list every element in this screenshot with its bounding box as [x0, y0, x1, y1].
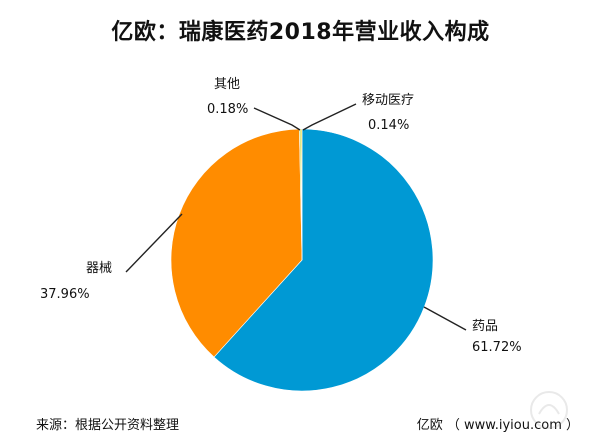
slice-name-label-1: 器械	[86, 261, 112, 276]
source-note: 来源：根据公开资料整理	[36, 418, 180, 433]
slice-name-label-3: 移动医疗	[362, 93, 414, 108]
slice-value-label-3: 0.14%	[368, 118, 409, 133]
pie-slice-3	[300, 128, 303, 261]
slice-value-label-0: 61.72%	[472, 340, 522, 355]
slice-name-label-2: 其他	[214, 77, 240, 92]
pie-slice-1	[170, 128, 303, 358]
slice-value-label-2: 0.18%	[207, 102, 248, 117]
leader-line-0	[423, 306, 467, 331]
slice-name-label-0: 药品	[472, 319, 498, 334]
watermark-logo	[530, 391, 568, 429]
chart-title: 亿欧：瑞康医药2018年营业收入构成	[111, 20, 490, 45]
leader-line-3	[302, 103, 357, 131]
leader-line-1	[125, 213, 183, 273]
credit-note: 亿欧 （ www.iyiou.com ）	[416, 418, 579, 433]
leader-line-2	[253, 107, 301, 131]
slice-value-label-1: 37.96%	[40, 287, 90, 302]
